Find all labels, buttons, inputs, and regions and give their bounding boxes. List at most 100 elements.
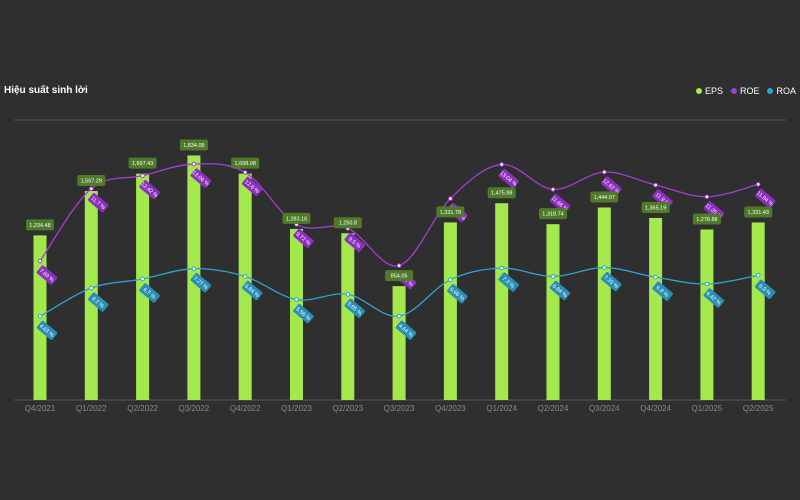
roa-data-label-bg xyxy=(139,283,160,303)
legend-item-roe[interactable]: ROE xyxy=(730,86,760,96)
eps-data-label-bg xyxy=(385,270,414,282)
roe-data-label-bg xyxy=(241,176,263,197)
roa-point xyxy=(755,273,761,278)
roe-point xyxy=(396,263,402,268)
roe-data-label-bg xyxy=(293,228,314,249)
eps-data-label-text: 1,331.43 xyxy=(747,210,768,216)
eps-data-label-text: 1,283.16 xyxy=(286,216,307,222)
eps-data-label: 1,234.48 xyxy=(26,219,54,231)
eps-bar xyxy=(751,222,765,400)
roa-point xyxy=(242,274,248,279)
eps-data-label-bg xyxy=(590,191,619,203)
x-tick-label: Q3/2023 xyxy=(384,404,415,413)
eps-data-label: 1,444.07 xyxy=(590,191,619,203)
eps-bar xyxy=(341,233,355,400)
eps-bar xyxy=(546,224,560,400)
eps-data-label-text: 1,365.19 xyxy=(645,205,666,211)
roa-data-label-bg xyxy=(549,280,571,301)
eps-data-label-bg xyxy=(641,201,670,213)
roe-point xyxy=(653,182,658,188)
roa-point xyxy=(345,292,351,297)
roe-point xyxy=(448,196,453,201)
x-tick-label: Q4/2022 xyxy=(230,404,261,413)
x-tick-label: Q2/2025 xyxy=(743,404,774,413)
chart-title: Hiệu suất sinh lời xyxy=(4,85,88,96)
roa-data-label-bg xyxy=(652,281,673,301)
x-tick-label: Q1/2022 xyxy=(76,404,107,413)
roa-point xyxy=(499,265,505,271)
eps-data-label-bg xyxy=(231,157,260,169)
roe-point xyxy=(550,187,556,192)
roe-data-label-bg xyxy=(139,179,160,200)
eps-data-label-bg xyxy=(333,217,362,229)
roa-data-label-bg xyxy=(344,298,366,318)
legend-label-roa: ROA xyxy=(776,86,796,96)
eps-data-label-bg xyxy=(282,212,311,224)
roa-data-label-bg xyxy=(36,320,58,341)
eps-data-label: 1,834.09 xyxy=(179,139,208,151)
eps-bar xyxy=(495,203,509,400)
eps-data-label: 1,278.88 xyxy=(692,213,721,225)
eps-data-label-bg xyxy=(744,206,773,218)
x-tick-label: Q2/2023 xyxy=(332,404,363,413)
roa-point xyxy=(550,274,556,279)
roe-data-label-bg xyxy=(88,193,109,213)
roa-data-label-bg xyxy=(88,292,109,312)
eps-data-label-text: 1,234.48 xyxy=(29,223,50,229)
roa-data-label-bg xyxy=(703,288,725,308)
legend-item-eps[interactable]: EPS xyxy=(695,86,723,96)
roa-data-label-bg xyxy=(601,271,622,292)
eps-data-label: 1,283.16 xyxy=(282,212,311,224)
eps-data-label-bg xyxy=(179,139,208,151)
eps-data-label: 1,331.78 xyxy=(436,206,465,218)
legend: EPS ROE ROA xyxy=(695,86,796,96)
eps-data-label: 1,698.08 xyxy=(231,157,260,169)
roa-point xyxy=(294,297,299,302)
eps-data-label-bg xyxy=(487,187,516,199)
legend-dot-roe xyxy=(730,88,737,94)
roe-point xyxy=(602,169,607,175)
roe-data-label-bg xyxy=(601,176,622,196)
roa-data-label-bg xyxy=(395,320,417,340)
eps-data-label-bg xyxy=(26,219,54,231)
roe-point xyxy=(37,258,43,264)
legend-dot-roa xyxy=(767,88,774,94)
eps-data-label: 1,250.8 xyxy=(333,217,362,229)
x-tick-label: Q4/2021 xyxy=(25,404,56,413)
roe-data-label-bg xyxy=(190,168,212,188)
roa-point xyxy=(191,266,197,271)
roa-point xyxy=(396,313,402,319)
roa-data-label-bg xyxy=(190,273,212,293)
roa-point xyxy=(602,265,607,270)
eps-bar xyxy=(392,286,406,400)
eps-data-label-bg xyxy=(436,206,465,218)
eps-data-label: 1,697.43 xyxy=(128,157,157,169)
eps-data-label-text: 1,318.74 xyxy=(542,212,563,218)
roa-point xyxy=(89,285,94,291)
x-tick-label: Q1/2025 xyxy=(692,404,723,413)
roa-data-label-bg xyxy=(447,284,468,304)
eps-bar xyxy=(597,207,611,400)
x-tick-label: Q4/2024 xyxy=(640,404,671,413)
eps-data-label-text: 854.05 xyxy=(391,274,408,280)
x-tick-label: Q1/2023 xyxy=(281,404,312,413)
eps-bar xyxy=(649,217,663,400)
eps-data-label: 1,331.43 xyxy=(744,206,773,218)
legend-dot-eps xyxy=(695,88,702,94)
legend-item-roa[interactable]: ROA xyxy=(767,86,796,96)
roe-point xyxy=(704,194,710,200)
legend-label-eps: EPS xyxy=(704,86,723,96)
eps-bar xyxy=(443,222,457,400)
eps-data-label: 1,567.29 xyxy=(77,175,106,187)
eps-data-label-text: 1,250.8 xyxy=(339,221,357,227)
x-tick-label: Q3/2024 xyxy=(589,404,620,413)
eps-data-label-text: 1,331.78 xyxy=(440,210,461,216)
eps-bar xyxy=(290,228,303,400)
eps-data-label: 1,318.74 xyxy=(539,208,567,220)
roe-point xyxy=(755,182,761,187)
eps-data-label-text: 1,444.07 xyxy=(594,195,615,201)
eps-data-label-text: 1,278.88 xyxy=(696,217,717,223)
roe-point xyxy=(140,173,145,178)
legend-label-roe: ROE xyxy=(739,86,760,96)
